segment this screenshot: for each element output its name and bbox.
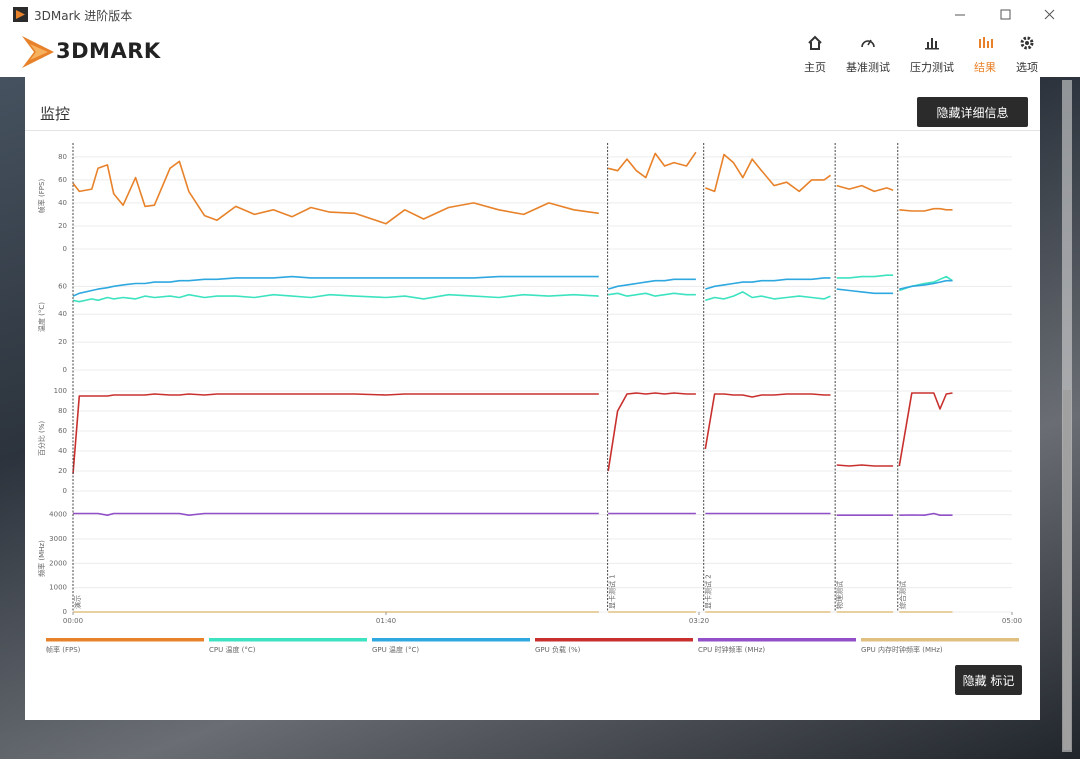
nav-item[interactable]: 主页 — [785, 34, 845, 75]
y-tick-label: 60 — [58, 176, 67, 184]
legend-label: GPU 内存时钟频率 (MHz) — [861, 645, 943, 654]
nav-icon — [808, 35, 822, 50]
legend-swatch — [698, 638, 856, 642]
nav-icon — [979, 37, 993, 48]
x-tick-label: 01:40 — [376, 617, 396, 625]
y-tick-label: 0 — [63, 487, 67, 495]
logo-mark — [22, 36, 54, 68]
app-icon — [13, 7, 28, 22]
series-line — [72, 392, 953, 475]
y-axis-label: 温度 (°C) — [37, 302, 46, 332]
nav-bar: 主页 基准测试 压力测试 结果 选项 — [785, 34, 1075, 74]
y-tick-label: 0 — [63, 608, 67, 616]
nav-item[interactable]: 选项 — [997, 34, 1057, 75]
legend-swatch — [209, 638, 367, 642]
y-tick-label: 80 — [58, 407, 67, 415]
marker-label: 显卡测试 2 — [704, 574, 713, 609]
legend-label: CPU 温度 (°C) — [209, 645, 256, 654]
nav-icon — [925, 38, 939, 50]
y-tick-label: 20 — [58, 338, 67, 346]
nav-item[interactable]: 结果 — [955, 34, 1015, 75]
y-tick-label: 40 — [58, 447, 67, 455]
legend-swatch — [372, 638, 530, 642]
y-axis-label: 百分比 (%) — [37, 421, 46, 457]
y-tick-label: 3000 — [49, 535, 67, 543]
series-line — [72, 151, 953, 225]
legend-swatch — [535, 638, 693, 642]
y-tick-label: 20 — [58, 222, 67, 230]
content-panel: 监控 隐藏详细信息 隐藏 标记 — [25, 77, 1040, 720]
series-line — [72, 275, 953, 297]
nav-item[interactable]: 基准测试 — [838, 34, 898, 75]
legend-label: CPU 时钟频率 (MHz) — [698, 645, 765, 654]
window-title: 3DMark 进阶版本 — [34, 9, 133, 23]
divider — [25, 130, 1040, 131]
legend-swatch — [46, 638, 204, 642]
y-axis-label: 帧率 (FPS) — [37, 179, 46, 214]
hide-details-button[interactable]: 隐藏详细信息 — [917, 97, 1028, 127]
y-tick-label: 1000 — [49, 584, 67, 592]
logo-text: 3DMARK — [56, 39, 161, 63]
nav-item[interactable]: 压力测试 — [902, 34, 962, 75]
x-tick-label: 05:00 — [1002, 617, 1022, 625]
legend-swatch — [861, 638, 1019, 642]
nav-label[interactable]: 压力测试 — [910, 61, 954, 74]
marker-label: 物理测试 — [835, 581, 844, 609]
y-tick-label: 100 — [54, 387, 67, 395]
x-tick-label: 00:00 — [63, 617, 83, 625]
y-tick-label: 40 — [58, 199, 67, 207]
nav-label[interactable]: 结果 — [974, 61, 996, 74]
y-axis-label: 频率 (MHz) — [37, 540, 46, 577]
y-tick-label: 0 — [63, 366, 67, 374]
marker-label: 显卡测试 1 — [608, 574, 617, 609]
hide-markers-button[interactable]: 隐藏 标记 — [955, 665, 1022, 695]
y-tick-label: 40 — [58, 310, 67, 318]
nav-icon — [861, 39, 875, 48]
nav-label[interactable]: 主页 — [804, 61, 826, 74]
nav-label[interactable]: 基准测试 — [846, 61, 890, 74]
y-tick-label: 60 — [58, 427, 67, 435]
legend-label: GPU 温度 (°C) — [372, 645, 419, 654]
window-controls[interactable] — [945, 6, 1065, 24]
marker-label: 演示 — [73, 595, 82, 609]
y-tick-label: 20 — [58, 467, 67, 475]
legend-label: 帧率 (FPS) — [46, 645, 81, 654]
x-tick-label: 03:20 — [689, 617, 709, 625]
series-line — [73, 512, 953, 516]
header: 3DMARK 主页 基准测试 压力测试 结果 选项 — [0, 30, 1080, 77]
y-tick-label: 2000 — [49, 559, 67, 567]
legend-label: GPU 负载 (%) — [535, 645, 581, 654]
marker-label: 综合测试 — [898, 581, 907, 609]
scrollbar-thumb[interactable] — [1063, 390, 1071, 750]
y-tick-label: 60 — [58, 282, 67, 290]
nav-label[interactable]: 选项 — [1016, 61, 1038, 74]
title-bar: 3DMark 进阶版本 — [0, 0, 1080, 30]
nav-icon — [1020, 36, 1034, 50]
y-tick-label: 80 — [58, 153, 67, 161]
section-title: 监控 — [40, 105, 71, 123]
series-line — [72, 274, 953, 303]
y-tick-label: 4000 — [49, 511, 67, 519]
y-tick-label: 0 — [63, 245, 67, 253]
